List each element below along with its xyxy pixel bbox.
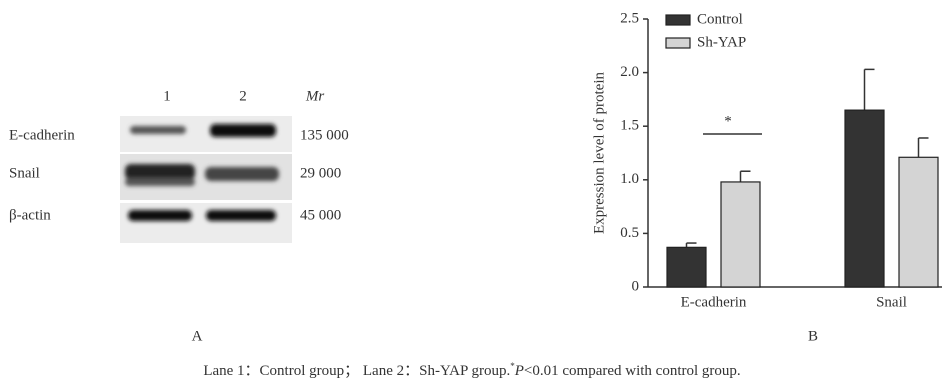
mr-value: 135 000 bbox=[300, 127, 349, 143]
legend-label: Control bbox=[697, 11, 743, 27]
bar bbox=[899, 157, 938, 287]
legend-label: Sh-YAP bbox=[697, 34, 746, 50]
y-tick-label: 1.0 bbox=[620, 171, 639, 187]
x-tick-label: E-cadherin bbox=[681, 294, 747, 310]
caption: Lane 1：Control group； Lane 2：Sh-YAP grou… bbox=[203, 361, 740, 379]
y-tick-label: 0.5 bbox=[620, 225, 639, 241]
y-axis-label: Expression level of protein bbox=[591, 71, 607, 234]
caption-text: Lane 1：Control group； Lane 2：Sh-YAP grou… bbox=[203, 363, 510, 379]
y-tick-label: 1.5 bbox=[620, 118, 639, 134]
lane-label: 1 bbox=[163, 88, 171, 104]
y-tick-label: 2.5 bbox=[620, 10, 639, 26]
blot-image bbox=[120, 116, 292, 243]
annotation: * bbox=[724, 113, 732, 129]
mr-value: 29 000 bbox=[300, 165, 341, 181]
bar bbox=[721, 182, 760, 287]
y-tick-label: 0 bbox=[632, 278, 640, 294]
bar bbox=[845, 110, 884, 287]
mr-label: Mr bbox=[305, 88, 324, 104]
bar bbox=[667, 247, 706, 287]
legend-swatch bbox=[666, 38, 690, 48]
row-label: Snail bbox=[9, 165, 40, 181]
row-label: β-actin bbox=[9, 207, 51, 223]
legend-swatch bbox=[666, 15, 690, 25]
mr-value: 45 000 bbox=[300, 207, 341, 223]
caption-text: <0.01 compared with control group. bbox=[524, 363, 741, 379]
x-tick-label: Snail bbox=[876, 294, 907, 310]
caption-p: P bbox=[514, 363, 524, 379]
row-label: E-cadherin bbox=[9, 127, 75, 143]
figure: 1 2 Mr E-cadherin Snail β-actin 135 000 … bbox=[0, 0, 944, 386]
panel-label: A bbox=[192, 328, 203, 344]
y-tick-label: 2.0 bbox=[620, 64, 639, 80]
panel-label: B bbox=[808, 328, 818, 344]
lane-label: 2 bbox=[239, 88, 247, 104]
